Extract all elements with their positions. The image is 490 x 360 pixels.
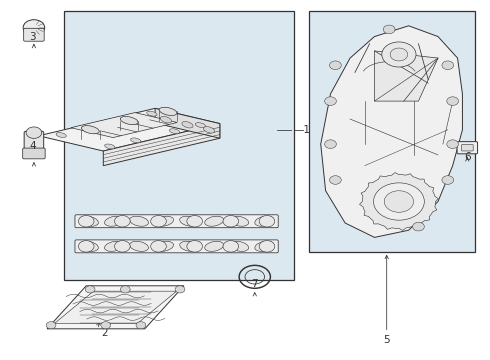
Polygon shape [360, 172, 438, 230]
Circle shape [383, 25, 395, 34]
Ellipse shape [255, 216, 274, 226]
FancyBboxPatch shape [75, 240, 278, 253]
Circle shape [384, 191, 414, 212]
Ellipse shape [129, 216, 148, 226]
Ellipse shape [159, 107, 177, 116]
Polygon shape [47, 286, 184, 329]
FancyBboxPatch shape [457, 141, 478, 154]
Ellipse shape [104, 216, 123, 226]
Circle shape [151, 240, 166, 252]
Circle shape [390, 48, 408, 61]
Circle shape [101, 321, 111, 329]
Circle shape [187, 216, 202, 227]
Circle shape [78, 216, 94, 227]
Circle shape [413, 222, 424, 231]
Circle shape [223, 240, 239, 252]
FancyBboxPatch shape [462, 144, 473, 151]
Ellipse shape [230, 241, 248, 251]
Circle shape [121, 286, 130, 293]
Ellipse shape [180, 241, 198, 251]
Ellipse shape [155, 216, 173, 226]
Polygon shape [321, 26, 463, 237]
Circle shape [223, 216, 239, 227]
Ellipse shape [205, 216, 223, 226]
Text: 2: 2 [101, 328, 108, 338]
Polygon shape [71, 113, 177, 138]
Ellipse shape [170, 129, 180, 134]
FancyBboxPatch shape [75, 215, 278, 228]
Text: —1: —1 [294, 125, 311, 135]
Ellipse shape [104, 241, 123, 251]
Ellipse shape [105, 144, 115, 149]
Ellipse shape [255, 241, 274, 251]
Ellipse shape [79, 241, 98, 251]
Polygon shape [103, 123, 220, 166]
Circle shape [115, 216, 130, 227]
Ellipse shape [182, 122, 193, 128]
Ellipse shape [196, 123, 206, 127]
Circle shape [382, 42, 416, 67]
Circle shape [78, 240, 94, 252]
Ellipse shape [147, 111, 157, 116]
Circle shape [325, 97, 336, 105]
Circle shape [136, 321, 146, 329]
Ellipse shape [180, 216, 198, 226]
Circle shape [23, 20, 45, 36]
Ellipse shape [56, 132, 66, 138]
Circle shape [259, 240, 275, 252]
FancyBboxPatch shape [24, 28, 44, 41]
Circle shape [442, 176, 454, 184]
Circle shape [187, 240, 202, 252]
Circle shape [325, 140, 336, 148]
Circle shape [175, 286, 185, 293]
Circle shape [115, 240, 130, 252]
Ellipse shape [81, 126, 99, 134]
Polygon shape [155, 108, 220, 138]
Ellipse shape [121, 117, 131, 122]
Ellipse shape [79, 216, 98, 226]
Circle shape [447, 97, 459, 105]
Text: 7: 7 [251, 279, 258, 289]
Circle shape [259, 216, 275, 227]
Bar [64, 12, 294, 280]
Circle shape [46, 321, 56, 329]
Ellipse shape [155, 241, 173, 251]
Circle shape [151, 216, 166, 227]
Polygon shape [39, 108, 220, 151]
Text: 4: 4 [29, 141, 36, 151]
Ellipse shape [205, 241, 223, 251]
FancyBboxPatch shape [24, 131, 44, 152]
Text: 6: 6 [464, 152, 470, 162]
Text: 5: 5 [383, 334, 390, 345]
Ellipse shape [160, 116, 172, 123]
Ellipse shape [129, 241, 148, 251]
Bar [309, 12, 475, 252]
Text: 3: 3 [29, 32, 36, 41]
Ellipse shape [230, 216, 248, 226]
Polygon shape [54, 291, 176, 323]
Circle shape [442, 61, 454, 69]
Circle shape [330, 176, 341, 184]
Polygon shape [374, 51, 438, 101]
Ellipse shape [121, 116, 138, 125]
Circle shape [330, 61, 341, 69]
Circle shape [447, 140, 459, 148]
Circle shape [85, 286, 95, 293]
Ellipse shape [130, 138, 141, 143]
Circle shape [26, 127, 42, 138]
Ellipse shape [203, 127, 215, 133]
Ellipse shape [82, 126, 92, 131]
FancyBboxPatch shape [23, 148, 45, 159]
Circle shape [373, 183, 424, 220]
